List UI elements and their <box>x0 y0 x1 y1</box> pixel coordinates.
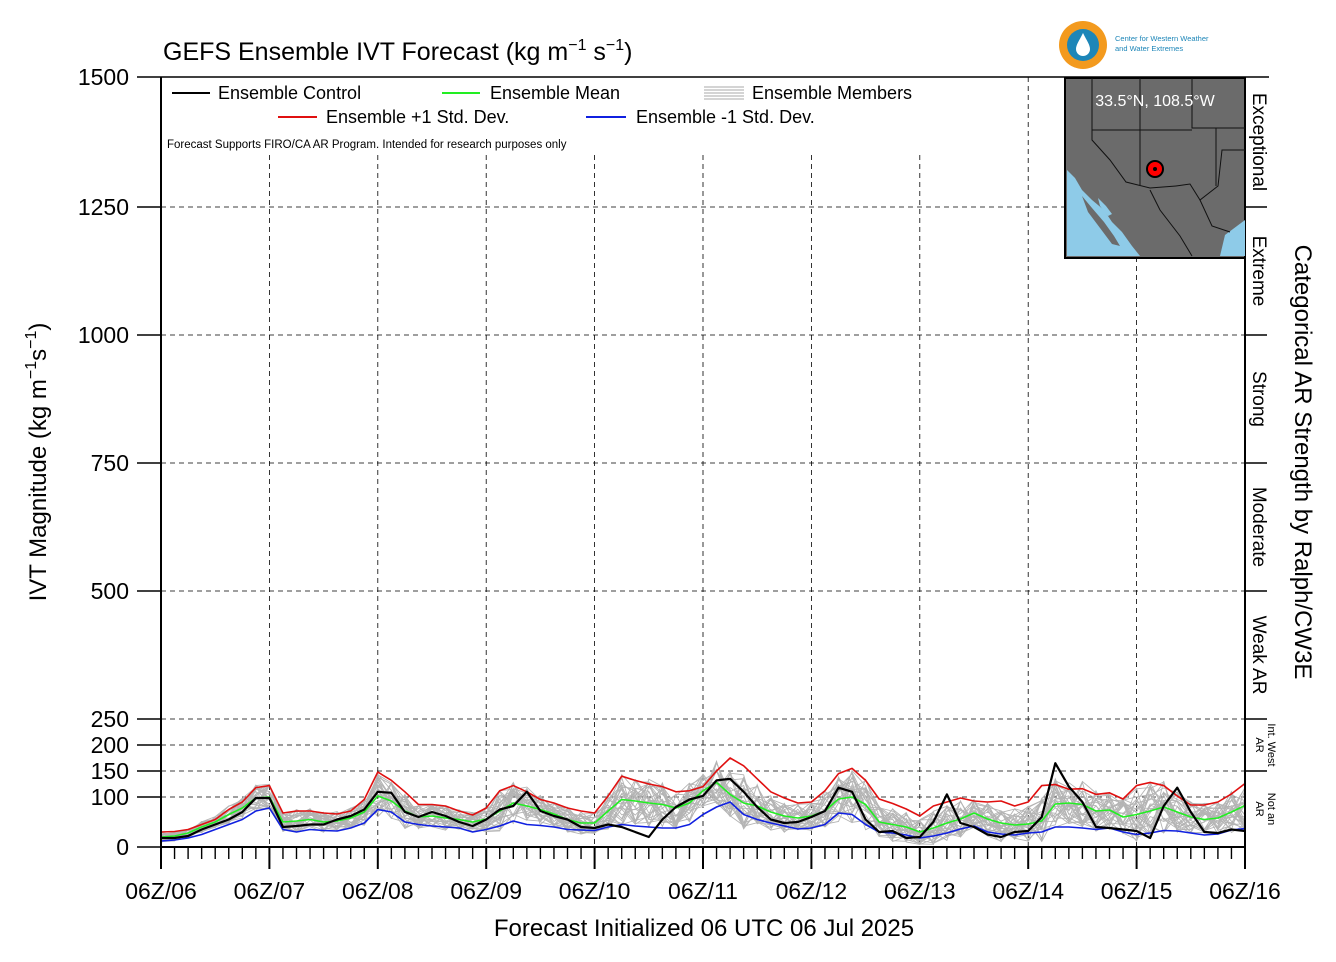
y-tick-label: 250 <box>91 706 129 732</box>
logo-text-line2: and Water Extremes <box>1115 44 1183 53</box>
legend: Ensemble Control Ensemble Mean Ensemble … <box>167 83 912 151</box>
disclaimer-note: Forecast Supports FIRO/CA AR Program. In… <box>167 139 567 151</box>
series-line-ensemble-1-std-dev- <box>160 801 1246 842</box>
series-line-ensemble-1-std-dev- <box>160 757 1246 833</box>
y-tick-label: 150 <box>91 758 129 784</box>
legend-label-plus-std: Ensemble +1 Std. Dev. <box>326 107 509 127</box>
chart-title: GEFS Ensemble IVT Forecast (kg m−1 s−1) <box>163 37 633 66</box>
member-line <box>160 777 1246 840</box>
legend-label-control: Ensemble Control <box>218 83 361 103</box>
y-tick-label: 200 <box>91 732 129 758</box>
category-label: Int. WestAR <box>1253 723 1277 766</box>
x-tick-label: 06Z/14 <box>992 878 1064 904</box>
member-line <box>160 768 1246 844</box>
y-tick-label: 1000 <box>78 322 129 348</box>
y-tick-label: 750 <box>91 450 129 476</box>
logo-text-line1: Center for Western Weather <box>1115 34 1209 43</box>
logo-drop-icon <box>1076 33 1090 56</box>
category-label: Moderate <box>1248 487 1269 567</box>
y-tick-label: 500 <box>91 578 129 604</box>
member-line <box>160 778 1246 846</box>
category-label: Exceptional <box>1248 93 1269 191</box>
series-line-ensemble-mean <box>160 781 1246 838</box>
y-tick-label: 0 <box>116 834 129 860</box>
x-tick-label: 06Z/13 <box>884 878 956 904</box>
x-tick-label: 06Z/08 <box>342 878 414 904</box>
cw3e-logo: Center for Western Weather and Water Ext… <box>1059 21 1209 69</box>
x-tick-label: 06Z/15 <box>1101 878 1173 904</box>
right-axis-label: Categorical AR Strength by Ralph/CW3E <box>1289 245 1316 680</box>
category-label: Strong <box>1248 371 1269 427</box>
y-tick-label: 100 <box>91 784 129 810</box>
y-tick-label: 1500 <box>78 64 129 90</box>
x-tick-label: 06Z/09 <box>450 878 522 904</box>
series <box>160 757 1246 846</box>
ocean-icon <box>1067 170 1140 256</box>
legend-label-mean: Ensemble Mean <box>490 83 620 103</box>
category-label: Not anAR <box>1253 793 1277 825</box>
x-tick-label: 06Z/10 <box>559 878 631 904</box>
x-axis-label: Forecast Initialized 06 UTC 06 Jul 2025 <box>494 915 914 942</box>
x-tick-label: 06Z/07 <box>234 878 306 904</box>
series-line-ensemble-control <box>161 762 1246 840</box>
x-tick-label: 06Z/11 <box>668 878 738 904</box>
y-tick-label: 1250 <box>78 194 129 220</box>
legend-label-minus-std: Ensemble -1 Std. Dev. <box>636 107 815 127</box>
location-inset-map: 33.5°N, 108.5°W <box>1064 77 1246 259</box>
location-label: 33.5°N, 108.5°W <box>1095 93 1215 110</box>
member-line <box>160 772 1246 842</box>
category-label: Extreme <box>1248 236 1269 307</box>
x-tick-label: 06Z/12 <box>776 878 848 904</box>
category-label: Weak AR <box>1248 616 1269 695</box>
y-axis-label: IVT Magnitude (kg m−1s−1) <box>23 323 52 602</box>
legend-swatch-members <box>704 86 744 100</box>
x-tick-label: 06Z/06 <box>125 878 197 904</box>
legend-label-members: Ensemble Members <box>752 83 912 103</box>
x-tick-label: 06Z/16 <box>1209 878 1281 904</box>
